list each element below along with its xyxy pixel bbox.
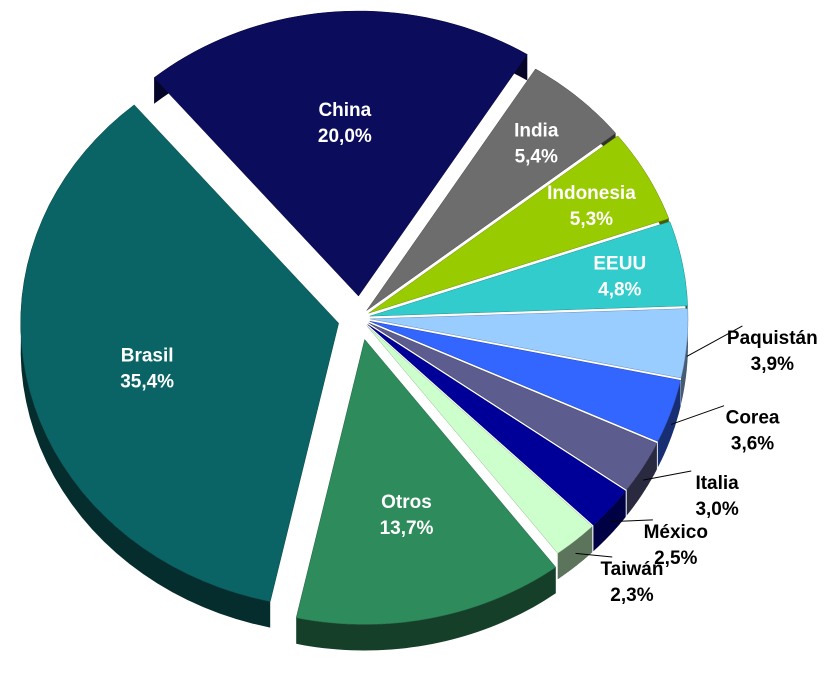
slice (368, 135, 670, 314)
slice-value-label: 3,6% (731, 434, 774, 455)
slice-value-label: 20,0% (318, 126, 372, 147)
slice-value-label: 13,7% (380, 518, 434, 539)
slice-side (20, 104, 271, 628)
slice-side (557, 526, 593, 580)
slice-value-label: 2,5% (654, 548, 697, 569)
slice-value-label: 3,0% (695, 499, 738, 520)
leader-line (686, 325, 743, 357)
slice-side (296, 567, 556, 651)
leader-line (670, 405, 725, 425)
slice-value-label: 3,9% (751, 354, 794, 375)
slice (366, 68, 616, 311)
slice (369, 320, 681, 442)
slice (367, 324, 627, 526)
slice-value-label: 2,3% (610, 585, 653, 606)
slice-label: Otros (381, 492, 432, 513)
slice (368, 322, 658, 490)
slice-side (626, 443, 657, 516)
slice-side (657, 380, 681, 468)
slice (295, 338, 557, 625)
slice-label: Brasil (121, 345, 174, 366)
slice-label: Italia (695, 473, 739, 494)
leader-line (575, 552, 613, 558)
slice (369, 221, 688, 317)
slice-side (681, 308, 688, 404)
slice-label: China (318, 100, 371, 121)
slice-value-label: 4,8% (598, 280, 641, 301)
slice-label: México (644, 522, 708, 543)
slice (366, 325, 593, 554)
slice-label: Corea (726, 408, 780, 429)
slice-label: Taiwán (600, 559, 663, 580)
leader-line (610, 519, 653, 523)
leader-line (642, 470, 692, 481)
slice (20, 104, 339, 602)
slice-value-label: 5,4% (515, 147, 558, 168)
slice-value-label: 35,4% (120, 371, 174, 392)
slice-label: Paquistán (727, 328, 818, 349)
slice (369, 308, 689, 379)
slice (153, 10, 528, 297)
slice-label: Indonesia (547, 183, 636, 204)
slice-label: EEUU (593, 254, 646, 275)
slice-side (593, 491, 626, 552)
slice-label: India (514, 121, 559, 142)
slice-value-label: 5,3% (570, 209, 613, 230)
